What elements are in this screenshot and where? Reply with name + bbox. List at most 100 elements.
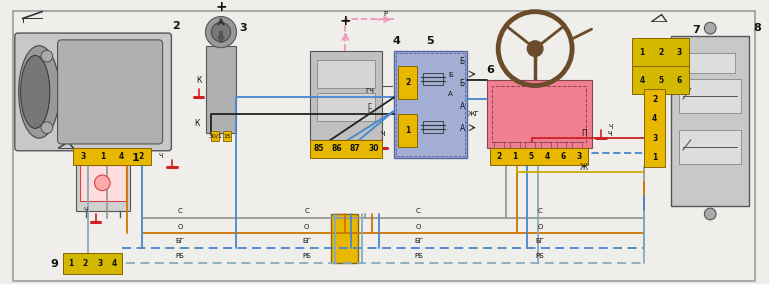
Text: 3: 3 [80,152,85,161]
Bar [644,89,665,167]
Circle shape [704,22,716,34]
Text: С: С [538,208,542,214]
Bar [223,131,231,141]
Text: 5: 5 [426,36,434,46]
Text: С: С [305,208,309,214]
Bar [331,214,358,263]
Bar [572,142,582,152]
Text: 2: 2 [496,152,501,161]
Text: 6: 6 [487,65,494,75]
Bar [671,36,749,206]
Bar [423,73,443,85]
Text: О: О [416,224,421,230]
Bar [679,130,741,164]
Text: 1: 1 [512,152,518,161]
Text: ч: ч [608,129,612,138]
Text: 5: 5 [658,76,663,85]
Bar [219,31,223,43]
Text: 5: 5 [528,152,534,161]
Bar [76,158,129,211]
Text: А: А [460,124,464,133]
Text: К: К [196,76,201,85]
Bar [398,114,418,147]
Text: ГЧ: ГЧ [365,88,375,94]
Text: 2: 2 [405,78,411,87]
Text: 6: 6 [677,76,682,85]
Text: 3: 3 [97,259,102,268]
Text: БГ: БГ [414,238,423,244]
Text: 9: 9 [51,258,58,269]
Bar [398,66,418,99]
Bar [510,142,520,152]
Bar [73,148,151,165]
Text: Б: Б [460,57,464,66]
Text: ЖГ: ЖГ [468,111,480,117]
Bar [80,165,125,201]
Bar [491,148,588,165]
Bar [632,66,689,94]
Text: Ж: Ж [580,163,588,172]
Text: БГ: БГ [175,238,185,244]
Text: 7: 7 [693,25,701,35]
Bar [541,142,551,152]
Text: 1: 1 [639,47,644,57]
Bar [211,131,219,141]
Bar [63,253,122,274]
Circle shape [528,41,543,57]
Text: О: О [178,224,183,230]
Text: +: + [340,14,351,28]
Text: Г: Г [368,108,372,114]
Text: 30: 30 [368,144,378,153]
Bar [309,51,382,140]
Text: РБ: РБ [302,253,311,259]
Text: 1: 1 [68,259,73,268]
Text: РБ: РБ [414,253,423,259]
Text: 4: 4 [112,259,117,268]
Text: 2: 2 [172,21,180,31]
Text: Б: Б [448,72,453,78]
Text: 3: 3 [240,23,247,33]
Bar [318,60,375,87]
Bar [632,38,689,66]
Bar [206,46,235,133]
Text: 15: 15 [223,134,231,139]
Bar [423,121,443,133]
Text: К: К [194,119,199,128]
Circle shape [211,22,231,42]
Text: 1: 1 [652,153,657,162]
Bar [557,142,566,152]
Text: ч: ч [380,129,384,138]
Text: 87: 87 [350,144,361,153]
Circle shape [205,16,237,48]
Text: 2: 2 [138,152,144,161]
Text: С: С [416,208,421,214]
Text: Г: Г [368,103,372,109]
Text: БГ: БГ [302,238,311,244]
Text: 3: 3 [652,133,657,143]
Bar [525,142,535,152]
FancyBboxPatch shape [58,40,162,144]
Text: 4: 4 [119,152,125,161]
Text: 1: 1 [405,126,411,135]
Text: 4: 4 [392,36,400,46]
Text: 30/1: 30/1 [208,134,222,139]
Bar [679,79,741,112]
Text: Б: Б [460,79,464,88]
Bar [309,140,382,158]
Ellipse shape [18,46,59,138]
Text: 2: 2 [658,47,663,57]
Text: 8: 8 [753,23,761,33]
Text: РБ: РБ [535,253,544,259]
Text: 6: 6 [561,152,566,161]
Bar [487,80,591,148]
Text: О: О [538,224,543,230]
Text: 85: 85 [314,144,324,153]
Text: С: С [178,208,182,214]
Text: 1: 1 [100,152,105,161]
Text: 4: 4 [639,76,644,85]
Circle shape [41,122,53,133]
Text: 4: 4 [652,114,657,123]
Text: 4: 4 [544,152,550,161]
Text: ч: ч [84,204,88,214]
Bar [494,142,504,152]
